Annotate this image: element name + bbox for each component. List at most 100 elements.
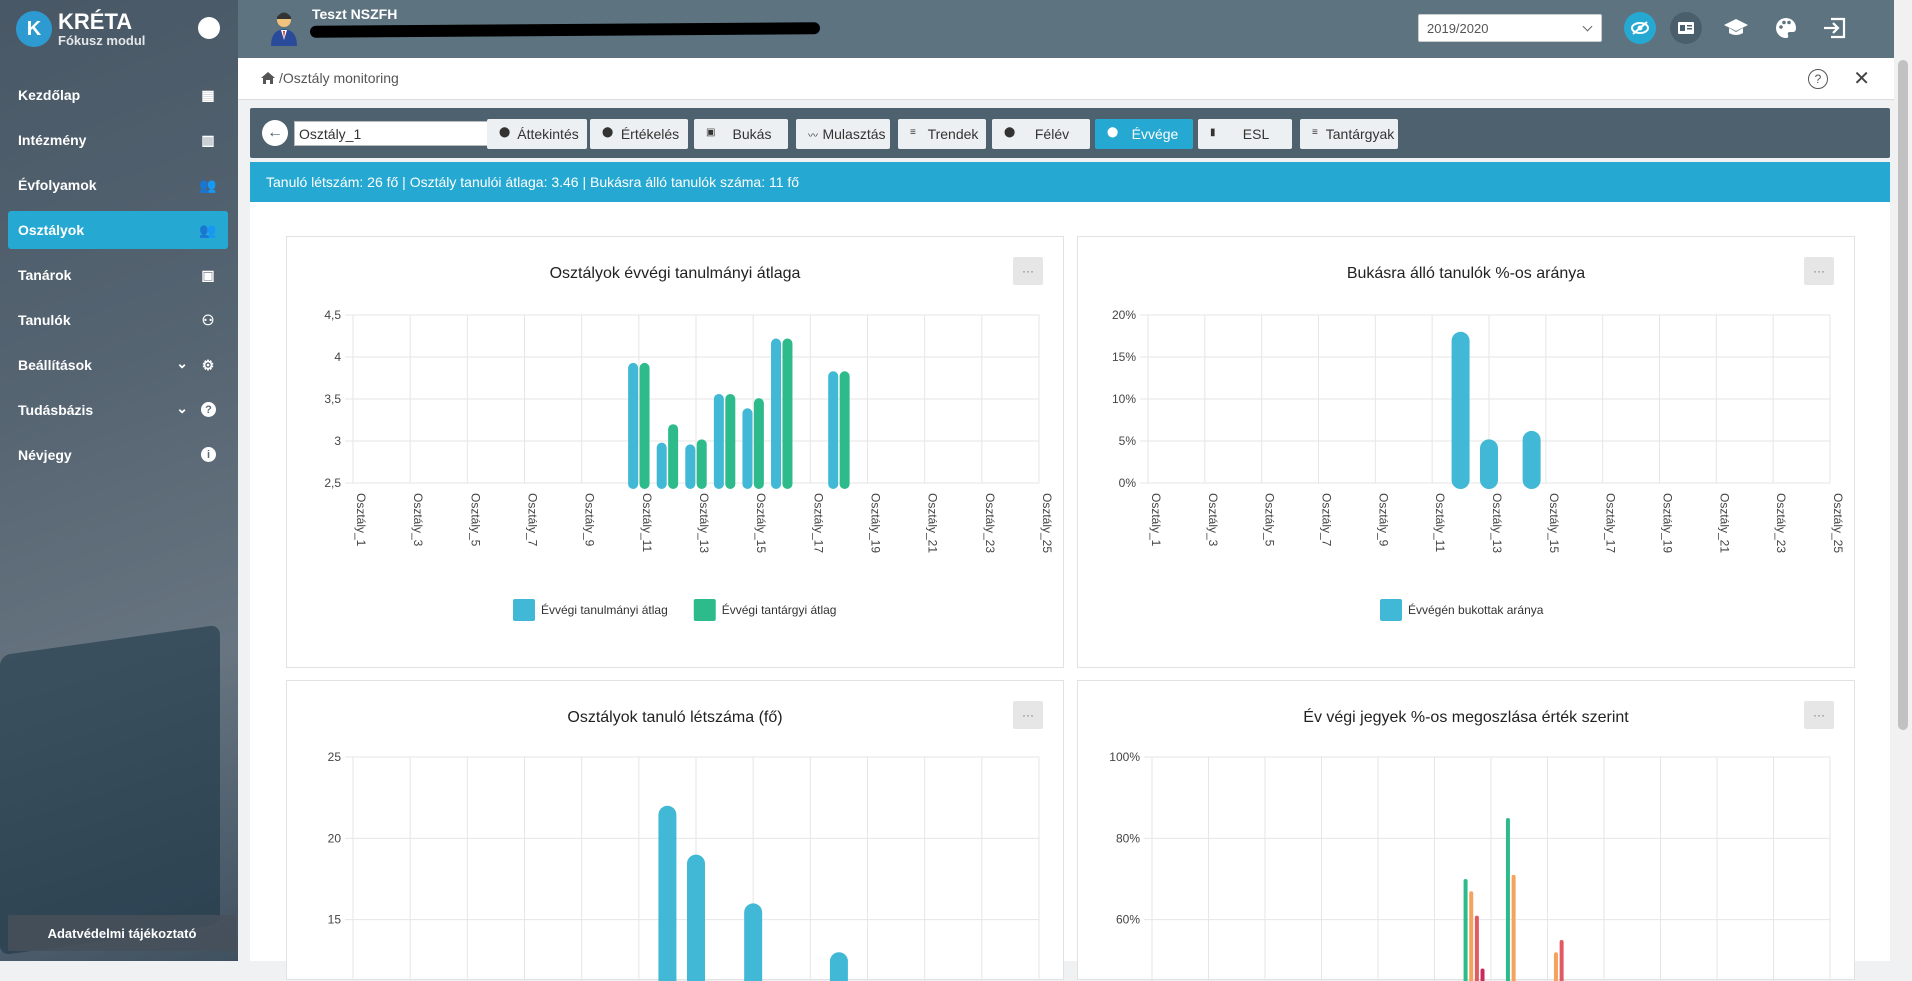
close-icon[interactable]: ✕: [1853, 68, 1870, 90]
bar: [744, 903, 763, 981]
x-tick-label: Osztály_13: [1490, 493, 1504, 553]
tab-esl[interactable]: ▮ ESL: [1198, 119, 1292, 149]
tab-label: Bukás: [732, 126, 772, 142]
contact-card-icon: ▣: [706, 127, 716, 138]
redacted-user-details: [309, 22, 821, 38]
eye-off-icon[interactable]: [1624, 12, 1656, 44]
tab-bukás[interactable]: ▣ Bukás: [694, 119, 788, 149]
chart-title: Év végi jegyek %-os megoszlása érték sze…: [1303, 709, 1629, 726]
x-tick-label: Osztály_3: [411, 493, 425, 547]
chevron-down-icon[interactable]: ⌄: [176, 355, 188, 371]
sidebar-item-névjegy[interactable]: Névjegy i: [8, 436, 228, 474]
tab-félév[interactable]: ⬤ Félév: [992, 119, 1090, 149]
id-card-icon[interactable]: [1670, 12, 1702, 44]
sidebar-item-label: Beállítások: [18, 357, 92, 373]
sidebar-item-tanárok[interactable]: Tanárok ▣: [8, 256, 228, 294]
x-tick-label: Osztály_17: [811, 493, 825, 553]
failing-chart: 0% 5% 10% 15% 20% Osztály_1 Osztály_3 Osztály_5…: [1112, 308, 1845, 621]
chart-menu-button[interactable]: ···: [1013, 257, 1043, 285]
sidebar-item-osztályok[interactable]: Osztályok 👥: [8, 211, 228, 249]
tab-tantárgyak[interactable]: ≡ Tantárgyak: [1300, 119, 1398, 149]
chevron-down-icon[interactable]: ⌄: [176, 400, 188, 416]
tab-label: ESL: [1242, 126, 1270, 142]
lines-icon: ≡: [910, 127, 916, 138]
y-tick-label: 15%: [1112, 350, 1136, 364]
y-tick-label: 4: [334, 350, 341, 364]
app-title: KRÉTA: [58, 8, 133, 34]
chart-menu-button[interactable]: ···: [1013, 701, 1043, 729]
user-avatar[interactable]: [268, 10, 300, 46]
chart-title: Osztályok tanuló létszáma (fő): [567, 709, 783, 726]
bar: [1553, 952, 1558, 981]
dashboard-icon: ▦: [201, 86, 215, 103]
bar: [828, 371, 839, 489]
privacy-button[interactable]: Adatvédelmi tájékoztató: [8, 915, 236, 951]
headcount-chart: 10152025: [328, 750, 1040, 981]
user-name: Teszt NSZFH: [312, 6, 398, 22]
sidebar-item-tanulók[interactable]: Tanulók ⚇: [8, 301, 228, 339]
top-bar: Teszt NSZFH 2019/2020: [238, 0, 1912, 58]
tab-label: Félév: [1034, 126, 1070, 142]
school-year-select[interactable]: 2019/2020: [1418, 14, 1602, 42]
bar: [1480, 439, 1498, 489]
chart-title: Bukásra álló tanulók %-os aránya: [1346, 265, 1586, 282]
bar: [1451, 331, 1470, 489]
chart-menu-button[interactable]: ···: [1804, 701, 1834, 729]
y-tick-label: 3,5: [324, 392, 341, 406]
legend-swatch: [513, 599, 535, 621]
logout-icon[interactable]: [1818, 12, 1850, 44]
sidebar-item-label: Tanárok: [18, 267, 72, 283]
bar: [829, 952, 848, 981]
bar: [713, 393, 724, 489]
sidebar-item-kezdőlap[interactable]: Kezdőlap ▦: [8, 76, 228, 114]
home-icon[interactable]: [260, 71, 276, 85]
tab-trendek[interactable]: ≡ Trendek: [898, 119, 986, 149]
scrollbar-thumb[interactable]: [1898, 60, 1908, 730]
x-tick-label: Osztály_19: [1661, 493, 1675, 553]
y-tick-label: 10%: [1112, 392, 1136, 406]
previous-class-button[interactable]: ←: [262, 120, 288, 146]
tab-áttekintés[interactable]: ⬤ Áttekintés: [487, 119, 587, 149]
bar: [658, 805, 677, 981]
sidebar-item-évfolyamok[interactable]: Évfolyamok 👥: [8, 166, 228, 204]
y-tick-label: 20%: [1112, 308, 1136, 322]
bar: [753, 398, 764, 489]
x-tick-label: Osztály_7: [1320, 493, 1334, 547]
legend-swatch: [1380, 599, 1402, 621]
tab-label: Áttekintés: [517, 126, 579, 142]
tab-évvége[interactable]: ⬤ Évvége: [1095, 119, 1193, 149]
x-tick-label: Osztály_9: [1376, 493, 1390, 547]
x-tick-label: Osztály_7: [526, 493, 540, 547]
sidebar-item-beállítások[interactable]: Beállítások ⌄ ⚙: [8, 346, 228, 384]
legend-label: Évvégi tanulmányi átlag: [541, 602, 668, 617]
average-chart: 2,5 3 3,5 4 4,5 Osztály_1 Osztály_3 Osztály_5 Os…: [324, 308, 1054, 621]
students-icon: ⚇: [201, 311, 215, 328]
breadcrumb-current: /Osztály monitoring: [279, 70, 399, 86]
sidebar-item-intézmény[interactable]: Intézmény ▥: [8, 121, 228, 159]
brand[interactable]: K KRÉTA Fókusz modul: [0, 0, 238, 58]
x-tick-label: Osztály_5: [468, 493, 482, 547]
x-tick-label: Osztály_1: [1149, 493, 1163, 547]
sidebar-item-label: Tanulók: [18, 312, 71, 328]
page-scrollbar[interactable]: [1894, 0, 1912, 961]
tab-értékelés[interactable]: ⬤ Értékelés: [590, 119, 688, 149]
bar: [725, 393, 736, 489]
contact-card-icon: ▣: [201, 266, 215, 283]
x-tick-label: Osztály_15: [1547, 493, 1561, 553]
tab-label: Tantárgyak: [1325, 126, 1395, 142]
chart-title: Osztályok évvégi tanulmányi átlaga: [549, 265, 801, 282]
x-tick-label: Osztály_23: [983, 493, 997, 553]
sidebar-item-tudásbázis[interactable]: Tudásbázis ⌄?: [8, 391, 228, 429]
bar: [1474, 915, 1479, 981]
graduation-cap-icon[interactable]: [1720, 12, 1752, 44]
tab-label: Mulasztás: [822, 126, 886, 142]
chart-menu-button[interactable]: ···: [1804, 257, 1834, 285]
sidebar-toggle[interactable]: [198, 17, 220, 39]
y-tick-label: 100%: [1109, 750, 1140, 764]
info-icon: i: [201, 447, 216, 462]
palette-icon[interactable]: [1770, 12, 1802, 44]
tab-mulasztás[interactable]: 〰 Mulasztás: [796, 119, 890, 149]
charts-area: Osztályok évvégi tanulmányi átlaga ··· 2…: [250, 202, 1890, 981]
bar: [668, 424, 679, 489]
help-icon[interactable]: ?: [1808, 69, 1828, 89]
